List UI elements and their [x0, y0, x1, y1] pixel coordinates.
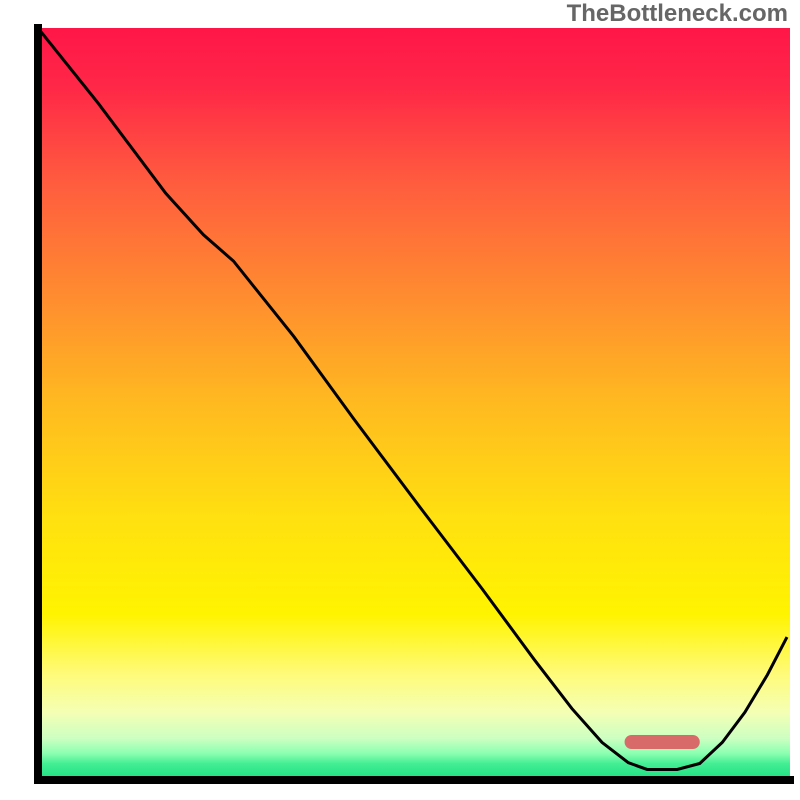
chart-canvas: TheBottleneck.com — [0, 0, 800, 800]
watermark-text: TheBottleneck.com — [567, 0, 788, 28]
plot-background-rect — [38, 28, 790, 780]
plot-area — [38, 28, 790, 780]
x-axis-line — [34, 776, 794, 784]
plot-svg — [38, 28, 790, 780]
optimum-marker — [625, 735, 700, 749]
y-axis-line — [34, 24, 42, 784]
